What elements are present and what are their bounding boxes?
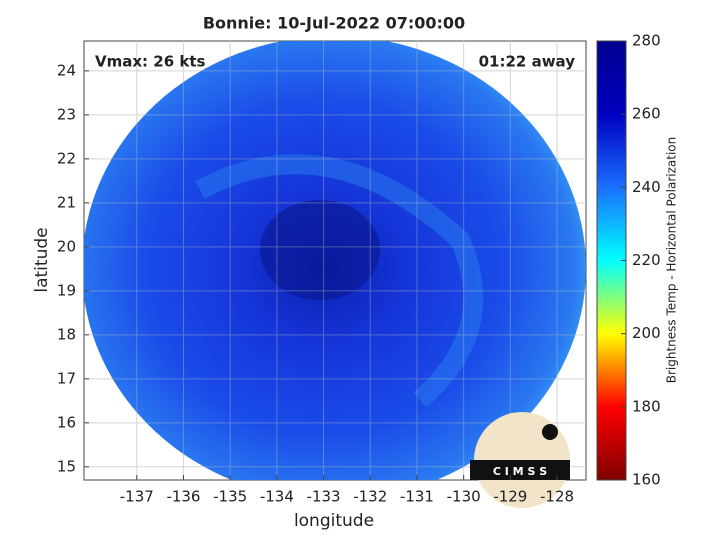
y-tick-label: 20: [57, 237, 76, 255]
colorbar-tick-label: 240: [632, 178, 661, 196]
colorbar-tick-label: 180: [632, 397, 661, 415]
annotation: 01:22 away: [479, 53, 576, 71]
x-axis-label: longitude: [294, 511, 374, 531]
colorbar-tick-label: 260: [632, 105, 661, 123]
x-tick-label: -128: [540, 488, 574, 506]
y-axis-label: latitude: [32, 227, 52, 292]
colorbar-tick-label: 200: [632, 324, 661, 342]
y-tick-label: 15: [57, 457, 76, 475]
y-tick-label: 16: [57, 413, 76, 431]
logo-text: C I M S S: [493, 465, 547, 478]
logo-tower: [542, 424, 558, 440]
x-tick-label: -135: [213, 488, 247, 506]
colorbar-tick-label: 220: [632, 251, 661, 269]
annotation: Vmax: 26 kts: [95, 53, 205, 71]
x-tick-label: -129: [493, 488, 527, 506]
x-tick-label: -131: [400, 488, 434, 506]
colorbar-label: Brightness Temp - Horizontal Polarizatio…: [665, 137, 679, 384]
x-tick-label: -133: [307, 488, 341, 506]
y-tick-label: 21: [57, 193, 76, 211]
colorbar-tick-label: 280: [632, 32, 661, 50]
colorbar-tick-label: 160: [632, 471, 661, 489]
y-tick-label: 23: [57, 105, 76, 123]
y-tick-label: 17: [57, 369, 76, 387]
logo: C I M S S: [470, 412, 570, 508]
x-tick-label: -132: [353, 488, 387, 506]
y-tick-label: 18: [57, 325, 76, 343]
x-tick-label: -130: [447, 488, 481, 506]
y-tick-label: 19: [57, 281, 76, 299]
x-tick-label: -134: [260, 488, 294, 506]
spiral-band: [195, 154, 484, 408]
x-tick-label: -136: [166, 488, 200, 506]
logo-bar: [470, 460, 570, 480]
y-tick-label: 22: [57, 149, 76, 167]
y-tick-label: 24: [57, 61, 76, 79]
x-tick-label: -137: [120, 488, 154, 506]
storm-core: [260, 200, 380, 300]
chart-title: Bonnie: 10-Jul-2022 07:00:00: [203, 14, 465, 33]
